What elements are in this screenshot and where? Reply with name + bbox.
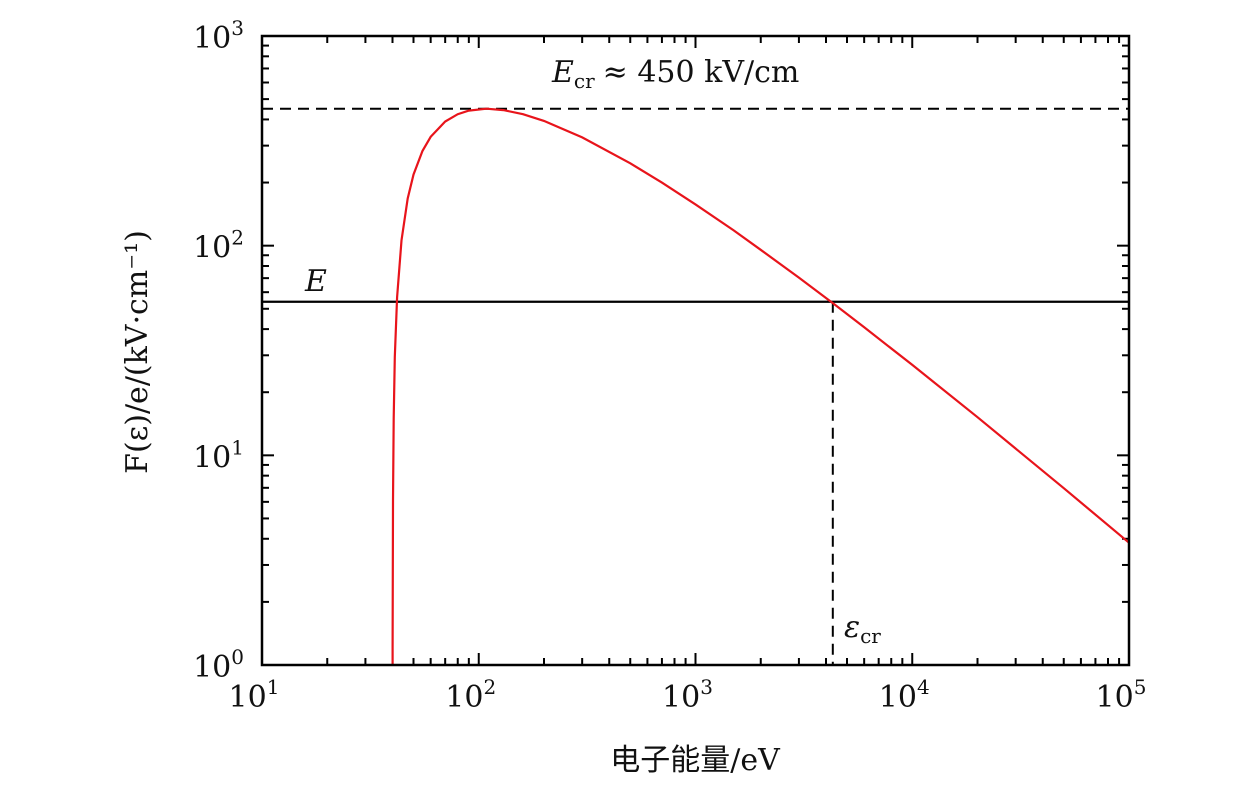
annotation-e-cr: Ecr ≈ 450 kV/cm [551, 55, 799, 93]
y-tick-label: 100 [193, 645, 244, 685]
x-tick-label: 101 [229, 675, 280, 715]
y-tick-labels: 100 101 102 103 [193, 16, 244, 685]
annotation-eps-cr: εcr [844, 610, 881, 648]
series-line-field-curve [391, 107, 1130, 665]
x-tick-label: 104 [879, 675, 930, 715]
y-tick-label: 101 [193, 435, 244, 475]
x-axis-title: 电子能量/eV [610, 743, 781, 778]
plot-frame [260, 34, 1131, 667]
y-axis-title: F(ε)/e/(kV·cm⁻¹) [120, 230, 155, 474]
reference-lines [262, 107, 1129, 665]
x-tick-label: 102 [445, 675, 496, 715]
x-tick-labels: 101 102 103 104 105 [229, 675, 1147, 715]
annotation-e: E [304, 264, 327, 299]
y-tick-label: 103 [193, 16, 244, 56]
y-tick-label: 102 [193, 226, 244, 266]
x-tick-label: 103 [662, 675, 713, 715]
x-tick-label: 105 [1096, 675, 1147, 715]
